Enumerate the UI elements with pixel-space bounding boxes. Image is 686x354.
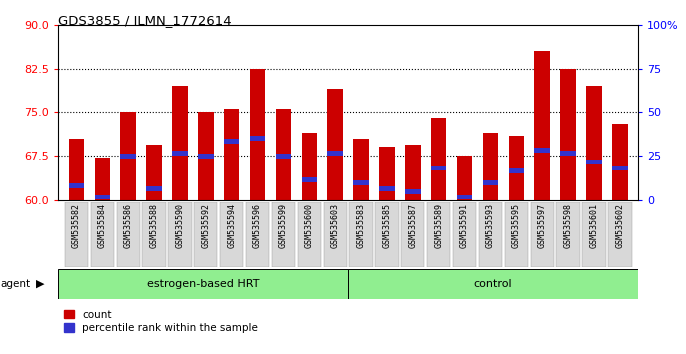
Text: GSM535589: GSM535589	[434, 203, 443, 248]
Text: GSM535597: GSM535597	[538, 203, 547, 248]
Bar	[95, 195, 110, 199]
Bar	[556, 202, 580, 267]
Bar	[560, 151, 576, 156]
Text: GSM535603: GSM535603	[331, 203, 340, 248]
Text: GSM535593: GSM535593	[486, 203, 495, 248]
Bar	[324, 202, 347, 267]
Bar	[146, 144, 162, 200]
Bar	[146, 186, 162, 191]
Bar	[69, 139, 84, 200]
Text: control: control	[474, 279, 512, 289]
Text: GSM535590: GSM535590	[176, 203, 185, 248]
Bar	[64, 202, 88, 267]
Bar	[250, 136, 265, 141]
Bar	[612, 124, 628, 200]
Bar	[272, 202, 295, 267]
Bar	[220, 202, 244, 267]
Bar	[198, 154, 213, 159]
Text: GSM535592: GSM535592	[201, 203, 211, 248]
Bar	[69, 183, 84, 188]
Bar	[508, 169, 524, 173]
Bar	[172, 86, 188, 200]
Bar	[117, 202, 140, 267]
Bar	[168, 202, 191, 267]
Bar	[375, 202, 399, 267]
Bar	[483, 180, 498, 185]
Text: GDS3855 / ILMN_1772614: GDS3855 / ILMN_1772614	[58, 14, 232, 27]
Text: GSM535600: GSM535600	[305, 203, 314, 248]
Bar	[58, 269, 348, 299]
Bar	[246, 202, 269, 267]
Bar	[479, 202, 502, 267]
Text: GSM535596: GSM535596	[253, 203, 262, 248]
Bar	[91, 202, 114, 267]
Bar	[405, 144, 421, 200]
Bar	[250, 69, 265, 200]
Bar	[95, 158, 110, 200]
Bar	[121, 154, 136, 159]
Text: GSM535595: GSM535595	[512, 203, 521, 248]
Bar	[379, 186, 394, 191]
Bar	[427, 202, 451, 267]
Bar	[172, 151, 188, 156]
Bar	[453, 202, 476, 267]
Bar	[302, 133, 317, 200]
Bar	[276, 109, 292, 200]
Bar	[612, 166, 628, 170]
Bar	[505, 202, 528, 267]
Text: ▶: ▶	[36, 279, 44, 289]
Bar	[349, 202, 372, 267]
Bar	[121, 113, 136, 200]
Bar	[348, 269, 638, 299]
Bar	[457, 195, 473, 199]
Text: GSM535587: GSM535587	[408, 203, 417, 248]
Bar	[353, 139, 369, 200]
Bar	[582, 202, 606, 267]
Bar	[587, 160, 602, 164]
Text: estrogen-based HRT: estrogen-based HRT	[147, 279, 259, 289]
Bar	[353, 180, 369, 185]
Text: GSM535586: GSM535586	[123, 203, 132, 248]
Text: GSM535588: GSM535588	[150, 203, 158, 248]
Bar	[401, 202, 425, 267]
Bar	[587, 86, 602, 200]
Bar	[224, 109, 239, 200]
Bar	[405, 189, 421, 194]
Bar	[431, 166, 447, 170]
Text: GSM535584: GSM535584	[98, 203, 107, 248]
Bar	[483, 133, 498, 200]
Bar	[534, 51, 550, 200]
Text: GSM535582: GSM535582	[72, 203, 81, 248]
Text: GSM535591: GSM535591	[460, 203, 469, 248]
Bar	[560, 69, 576, 200]
Text: GSM535585: GSM535585	[383, 203, 392, 248]
Bar	[327, 151, 343, 156]
Bar	[143, 202, 166, 267]
Bar	[298, 202, 321, 267]
Bar	[530, 202, 554, 267]
Bar	[224, 139, 239, 144]
Bar	[276, 154, 292, 159]
Bar	[457, 156, 473, 200]
Bar	[198, 113, 213, 200]
Bar	[302, 177, 317, 182]
Bar	[508, 136, 524, 200]
Text: GSM535583: GSM535583	[357, 203, 366, 248]
Text: GSM535594: GSM535594	[227, 203, 236, 248]
Bar	[431, 118, 447, 200]
Bar	[194, 202, 217, 267]
Legend: count, percentile rank within the sample: count, percentile rank within the sample	[64, 310, 258, 333]
Text: GSM535602: GSM535602	[615, 203, 624, 248]
Bar	[534, 148, 550, 153]
Bar	[327, 89, 343, 200]
Text: agent: agent	[1, 279, 31, 289]
Bar	[608, 202, 632, 267]
Text: GSM535599: GSM535599	[279, 203, 288, 248]
Bar	[379, 147, 394, 200]
Text: GSM535598: GSM535598	[564, 203, 573, 248]
Text: GSM535601: GSM535601	[589, 203, 598, 248]
